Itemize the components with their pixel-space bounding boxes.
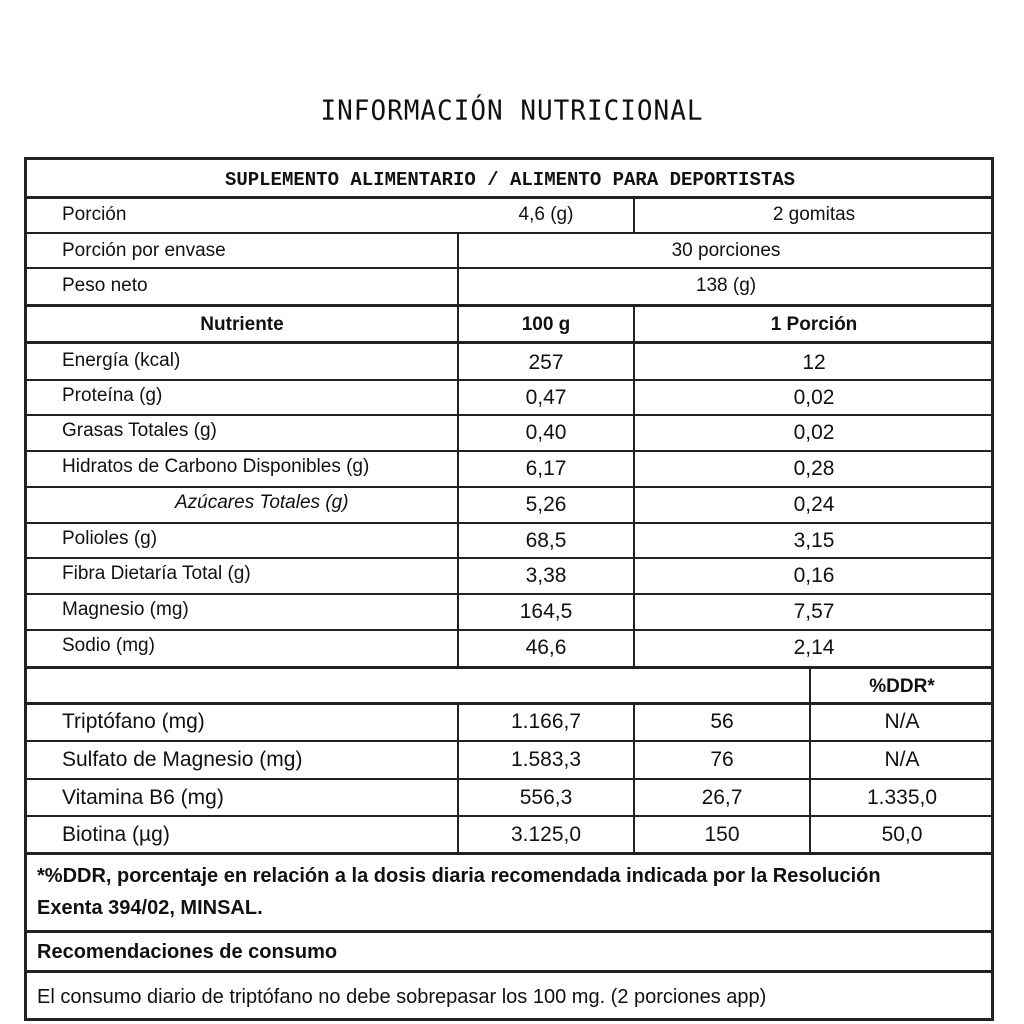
nutrient-per-100g: 6,17 — [525, 457, 567, 480]
nutrient-name: Sodio (mg) — [62, 635, 155, 656]
nutrient-per-100g: 46,6 — [525, 636, 567, 659]
extra-ddr: N/A — [884, 748, 920, 771]
nutrient-per-100g: 68,5 — [525, 529, 567, 552]
extra-ddr: 1.335,0 — [866, 786, 938, 809]
column-nutrient: Nutriente — [200, 314, 284, 335]
nutrient-per-100g: 257 — [528, 351, 564, 374]
peso-neto-label: Peso neto — [62, 275, 148, 296]
nutrient-name: Proteína (g) — [62, 385, 163, 406]
extra-per-portion: 150 — [704, 823, 740, 846]
porcion-grams: 4,6 (g) — [518, 204, 574, 225]
extra-per-100g: 556,3 — [519, 786, 573, 809]
column-per-100g: 100 g — [521, 314, 571, 335]
nutrient-per-100g: 0,40 — [525, 421, 567, 444]
row-divider — [24, 304, 994, 307]
row-divider — [24, 930, 994, 933]
row-divider — [24, 778, 994, 780]
column-divider — [457, 702, 459, 852]
nutrient-per-portion: 3,15 — [793, 529, 835, 552]
nutrient-name: Grasas Totales (g) — [62, 420, 217, 441]
row-divider — [24, 970, 994, 973]
nutrient-per-portion: 7,57 — [793, 600, 835, 623]
footnote-line-2: Exenta 394/02, MINSAL. — [37, 897, 263, 919]
column-divider — [809, 666, 811, 852]
row-divider — [24, 815, 994, 817]
nutrient-name: Magnesio (mg) — [62, 599, 189, 620]
envase-label: Porción por envase — [62, 240, 226, 261]
nutrient-per-portion: 0,28 — [793, 457, 835, 480]
row-divider — [24, 232, 994, 234]
extra-nutrient-name: Triptófano (mg) — [62, 710, 205, 733]
extra-nutrient-name: Biotina (µg) — [62, 823, 170, 846]
extra-ddr: N/A — [884, 710, 920, 733]
envase-value: 30 porciones — [671, 240, 781, 261]
row-divider — [24, 379, 994, 381]
row-divider — [24, 450, 994, 452]
nutrient-name: Azúcares Totales (g) — [175, 492, 349, 513]
nutrient-name: Energía (kcal) — [62, 350, 181, 371]
footnote-line-1: *%DDR, porcentaje en relación a la dosis… — [37, 865, 881, 887]
extra-ddr: 50,0 — [881, 823, 923, 846]
extra-per-portion: 26,7 — [701, 786, 743, 809]
column-divider — [457, 232, 459, 666]
column-ddr: %DDR* — [869, 676, 935, 697]
nutrient-per-portion: 0,24 — [793, 493, 835, 516]
recommendations-text: El consumo diario de triptófano no debe … — [37, 986, 767, 1008]
extra-per-100g: 1.583,3 — [510, 748, 582, 771]
nutrient-per-100g: 5,26 — [525, 493, 567, 516]
column-divider — [633, 702, 635, 852]
column-per-portion: 1 Porción — [770, 314, 858, 335]
extra-nutrient-name: Vitamina B6 (mg) — [62, 786, 224, 809]
row-divider — [24, 486, 994, 488]
row-divider — [24, 341, 994, 344]
row-divider — [24, 852, 994, 855]
column-divider — [633, 304, 635, 666]
column-divider — [633, 196, 635, 232]
nutrient-per-portion: 0,02 — [793, 386, 835, 409]
extra-nutrient-name: Sulfato de Magnesio (mg) — [62, 748, 303, 771]
row-divider — [24, 593, 994, 595]
row-divider — [24, 414, 994, 416]
porcion-units: 2 gomitas — [772, 204, 856, 225]
extra-per-portion: 56 — [710, 710, 734, 733]
row-divider — [24, 196, 994, 199]
extra-per-100g: 3.125,0 — [510, 823, 582, 846]
nutrient-name: Hidratos de Carbono Disponibles (g) — [62, 456, 370, 477]
page-title: INFORMACIÓN NUTRICIONAL — [320, 95, 704, 127]
recommendations-heading: Recomendaciones de consumo — [37, 941, 338, 963]
row-divider — [24, 666, 994, 669]
nutrition-table — [24, 157, 994, 1021]
extra-per-100g: 1.166,7 — [510, 710, 582, 733]
row-divider — [24, 629, 994, 631]
row-divider — [24, 267, 994, 269]
nutrient-name: Fibra Dietaría Total (g) — [62, 563, 251, 584]
extra-per-portion: 76 — [710, 748, 734, 771]
nutrient-name: Polioles (g) — [62, 528, 158, 549]
nutrient-per-100g: 0,47 — [525, 386, 567, 409]
product-category: SUPLEMENTO ALIMENTARIO / ALIMENTO PARA D… — [224, 169, 796, 191]
row-divider — [24, 557, 994, 559]
nutrient-per-portion: 0,16 — [793, 564, 835, 587]
nutrient-per-100g: 3,38 — [525, 564, 567, 587]
porcion-label: Porción — [62, 204, 127, 225]
peso-neto-value: 138 (g) — [695, 275, 757, 296]
nutrient-per-portion: 2,14 — [793, 636, 835, 659]
row-divider — [24, 522, 994, 524]
nutrient-per-portion: 12 — [802, 351, 826, 374]
row-divider — [24, 740, 994, 742]
row-divider — [24, 702, 994, 705]
nutrient-per-portion: 0,02 — [793, 421, 835, 444]
nutrient-per-100g: 164,5 — [519, 600, 573, 623]
